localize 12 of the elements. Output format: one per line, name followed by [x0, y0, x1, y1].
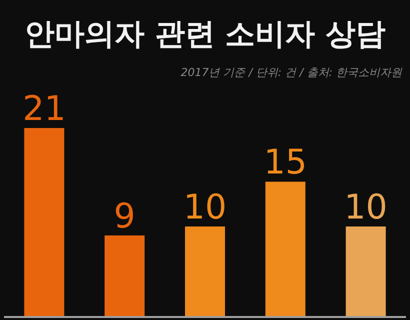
bar [265, 182, 306, 316]
chart-subtitle: 2017년 기준 / 단위: 건 / 출처: 한국소비자원 [180, 66, 403, 79]
bar [346, 226, 386, 316]
data-label: 9 [114, 196, 136, 236]
data-label: 10 [344, 187, 388, 228]
data-label: 10 [183, 187, 227, 228]
data-label: 15 [264, 142, 308, 183]
chart-title: 안마의자 관련 소비자 상담 [24, 17, 386, 52]
data-label: 21 [22, 89, 66, 129]
bar [104, 235, 145, 316]
bar [185, 226, 225, 316]
bar [24, 128, 64, 316]
